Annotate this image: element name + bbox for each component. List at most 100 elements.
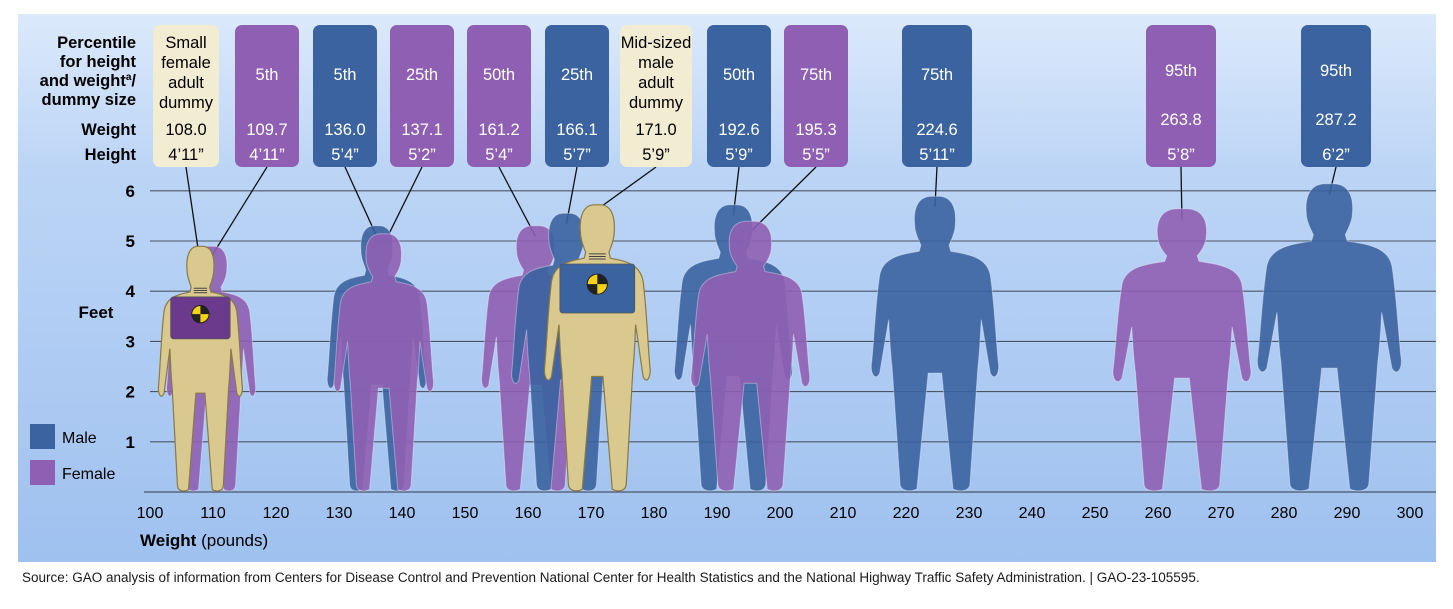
- percentile-label: Small: [165, 34, 206, 52]
- x-tick-label: 230: [956, 505, 983, 522]
- x-tick-label: 110: [200, 505, 226, 522]
- percentile-label: 50th: [723, 66, 755, 84]
- percentile-label: 75th: [800, 66, 832, 84]
- weight-value: 166.1: [556, 121, 597, 139]
- x-tick-label: 300: [1397, 505, 1424, 522]
- percentile-label: 75th: [921, 66, 953, 84]
- connector-line: [344, 166, 378, 237]
- height-value: 4’11”: [249, 146, 284, 164]
- height-value: 6’2”: [1322, 146, 1350, 164]
- legend-swatch: [30, 460, 55, 485]
- y-tick-label: 3: [126, 332, 135, 351]
- x-tick-label: 120: [263, 505, 290, 522]
- male-figure: [1256, 183, 1402, 492]
- percentile-label: 95th: [1320, 62, 1352, 80]
- connector-line: [185, 166, 200, 252]
- percentile-label: 50th: [483, 66, 515, 84]
- female-figure: [690, 220, 811, 492]
- row-label-weight: Weight: [81, 121, 136, 139]
- height-value: 5’4”: [485, 146, 513, 164]
- connector-line: [210, 166, 268, 258]
- x-tick-label: 260: [1145, 505, 1172, 522]
- height-value: 4’11”: [168, 146, 203, 164]
- percentile-label: 5th: [334, 66, 357, 84]
- row-label-percentile: and weighta/: [40, 72, 137, 90]
- label-box: [235, 25, 299, 167]
- x-tick-label: 290: [1334, 505, 1361, 522]
- height-value: 5’9”: [642, 146, 670, 164]
- label-box: [313, 25, 377, 167]
- x-tick-label: 240: [1019, 505, 1046, 522]
- connector-line: [383, 166, 423, 245]
- x-tick-label: 210: [830, 505, 857, 522]
- height-value: 5’7”: [563, 146, 591, 164]
- height-value: 5’9”: [725, 146, 753, 164]
- x-axis-title: Weight (pounds): [140, 531, 268, 550]
- legend-swatch: [30, 424, 55, 449]
- dummy-figure: [543, 204, 651, 492]
- weight-value: 263.8: [1160, 111, 1201, 129]
- x-tick-label: 190: [704, 505, 731, 522]
- label-box: [390, 25, 454, 167]
- x-tick-label: 220: [893, 505, 920, 522]
- row-label-height: Height: [85, 146, 137, 164]
- percentile-label: adult: [168, 74, 204, 92]
- y-tick-label: 1: [126, 433, 135, 452]
- label-box: [784, 25, 848, 167]
- dummy-figure: [157, 245, 243, 492]
- row-label-percentile: dummy size: [42, 91, 136, 109]
- x-tick-label: 200: [767, 505, 794, 522]
- weight-value: 287.2: [1315, 111, 1356, 129]
- weight-value: 137.1: [401, 121, 442, 139]
- label-box: [707, 25, 771, 167]
- row-label-percentile: for height: [60, 53, 137, 71]
- label-box: [467, 25, 531, 167]
- x-tick-label: 280: [1271, 505, 1298, 522]
- percentile-label: 25th: [561, 66, 593, 84]
- percentile-label: adult: [638, 74, 674, 92]
- x-tick-label: 270: [1208, 505, 1235, 522]
- connector-line: [498, 166, 537, 237]
- height-value: 5’8”: [1167, 146, 1195, 164]
- label-box: [902, 25, 972, 167]
- percentile-label: 5th: [256, 66, 279, 84]
- label-box: [1146, 25, 1216, 167]
- male-figure: [870, 195, 1000, 492]
- x-tick-label: 250: [1082, 505, 1109, 522]
- percentile-label: Mid-sized: [621, 34, 692, 52]
- height-value: 5’2”: [408, 146, 436, 164]
- legend-label: Male: [62, 430, 97, 447]
- percentile-label: dummy: [159, 94, 214, 112]
- female-figure: [333, 233, 434, 492]
- height-value: 5’11”: [919, 146, 954, 164]
- y-tick-label: 2: [126, 383, 135, 402]
- percentile-label: 95th: [1165, 62, 1197, 80]
- x-tick-label: 180: [641, 505, 668, 522]
- weight-value: 195.3: [795, 121, 836, 139]
- x-tick-label: 130: [326, 505, 353, 522]
- weight-value: 161.2: [478, 121, 519, 139]
- x-tick-label: 150: [452, 505, 479, 522]
- height-value: 5’5”: [802, 146, 830, 164]
- percentile-label: female: [161, 54, 211, 72]
- female-figure: [1112, 208, 1252, 492]
- y-axis-title: Feet: [79, 303, 114, 322]
- percentile-label: male: [638, 54, 674, 72]
- percentile-label: dummy: [629, 94, 684, 112]
- x-tick-label: 160: [515, 505, 542, 522]
- label-box: [1301, 25, 1371, 167]
- legend-label: Female: [62, 466, 115, 483]
- x-tick-label: 100: [137, 505, 164, 522]
- y-tick-label: 6: [126, 182, 135, 201]
- row-label-percentile: Percentile: [57, 34, 136, 52]
- weight-value: 192.6: [718, 121, 759, 139]
- weight-value: 136.0: [324, 121, 365, 139]
- source-note: Source: GAO analysis of information from…: [22, 570, 1200, 585]
- label-box: [545, 25, 609, 167]
- percentile-label: 25th: [406, 66, 438, 84]
- x-tick-label: 170: [578, 505, 605, 522]
- connector-line: [749, 166, 817, 233]
- weight-value: 171.0: [635, 121, 676, 139]
- height-value: 5’4”: [331, 146, 359, 164]
